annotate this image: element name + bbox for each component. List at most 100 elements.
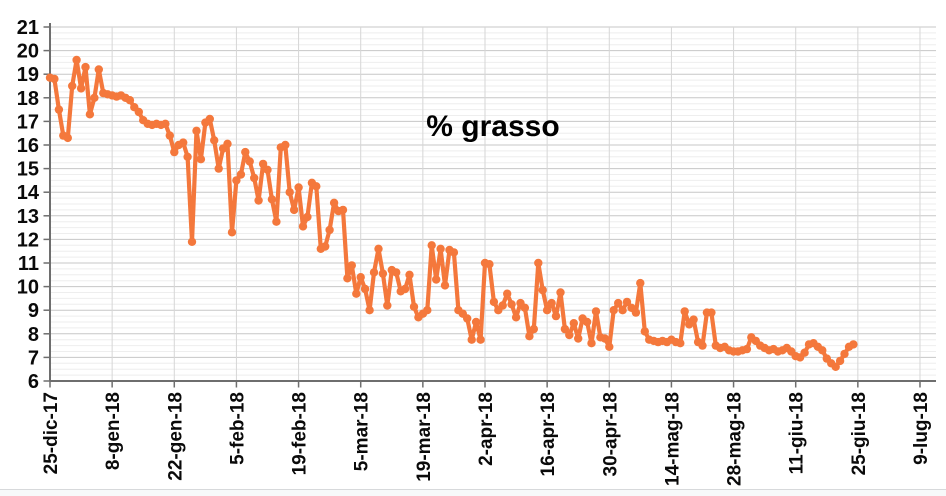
x-axis-label: 16-apr-18 [538, 392, 559, 477]
data-point [312, 182, 321, 191]
data-point [50, 74, 59, 84]
data-point [511, 313, 521, 322]
data-point [689, 315, 698, 324]
data-point [325, 225, 334, 235]
data-point [449, 248, 459, 257]
data-point [285, 188, 294, 197]
data-point [529, 324, 538, 334]
bottom-strip [0, 490, 946, 496]
y-axis-label: 6 [28, 371, 39, 393]
data-point [409, 302, 419, 311]
data-point [574, 334, 583, 343]
data-point [183, 152, 192, 161]
x-axis-label: 28-mag-18 [725, 392, 746, 486]
data-point [636, 278, 645, 288]
data-point [378, 269, 388, 278]
data-point [68, 81, 77, 91]
y-axis-label: 20 [17, 41, 39, 63]
y-axis-label: 10 [17, 277, 39, 299]
data-point [281, 140, 290, 150]
data-point [134, 107, 143, 117]
data-point [400, 284, 410, 294]
data-point [423, 306, 432, 315]
data-point [210, 136, 219, 145]
data-point [321, 242, 330, 251]
data-point [840, 349, 849, 359]
data-point [680, 307, 689, 316]
x-axis-label: 2-apr-18 [476, 392, 497, 466]
data-point [241, 147, 250, 157]
fat-percent-line [47, 57, 856, 369]
data-point [205, 114, 214, 124]
data-point [294, 183, 303, 192]
data-point [365, 306, 374, 315]
data-point [547, 298, 556, 308]
data-point [582, 317, 592, 327]
data-point [565, 330, 574, 340]
data-point [534, 258, 543, 268]
data-point [698, 341, 707, 350]
data-point [85, 110, 95, 119]
data-point [187, 237, 197, 246]
data-point [192, 126, 201, 135]
x-axis-label: 30-apr-18 [600, 392, 621, 477]
data-point [81, 62, 90, 72]
x-axis-label: 19-feb-18 [290, 392, 311, 475]
data-point [707, 308, 716, 317]
data-point [250, 173, 259, 183]
x-axis-label: 22-gen-18 [165, 392, 186, 481]
x-axis-label: 25-dic-17 [41, 392, 62, 474]
data-point [165, 131, 174, 140]
y-axis-label: 17 [17, 111, 39, 133]
x-axis-label: 5-mar-18 [352, 392, 373, 471]
data-point [818, 346, 827, 355]
data-point [835, 356, 845, 366]
data-point [196, 155, 206, 164]
y-axis-label: 13 [17, 206, 39, 228]
data-point [392, 268, 401, 277]
data-point [463, 314, 472, 323]
data-point [476, 335, 485, 344]
data-point [614, 298, 623, 308]
y-axis-label: 8 [28, 324, 39, 346]
y-axis-label: 12 [17, 229, 39, 251]
data-point [223, 139, 232, 148]
data-point [170, 147, 179, 157]
data-point [267, 195, 277, 204]
data-point [63, 133, 72, 143]
y-axis-label: 11 [18, 253, 39, 275]
data-point [622, 297, 632, 307]
data-point [72, 55, 81, 65]
data-point [471, 317, 481, 327]
data-point [258, 159, 268, 169]
data-point [538, 285, 547, 295]
data-point [125, 96, 135, 105]
data-point [831, 362, 840, 371]
data-point [54, 105, 64, 114]
x-axis-label: 19-mar-18 [414, 392, 435, 482]
data-point [383, 301, 392, 310]
data-point [272, 217, 281, 226]
data-point [609, 306, 618, 315]
data-point [356, 273, 365, 282]
data-point [343, 274, 352, 283]
data-point [232, 176, 241, 185]
data-point [618, 306, 627, 315]
y-axis-label: 15 [17, 159, 39, 181]
data-point [800, 348, 809, 357]
data-point [498, 301, 507, 310]
data-point [591, 307, 601, 316]
data-point [849, 340, 858, 349]
data-point [503, 289, 512, 298]
data-point [489, 297, 499, 307]
data-point [542, 306, 552, 315]
y-axis-label: 16 [17, 135, 39, 157]
data-point [436, 244, 445, 253]
data-point [560, 324, 570, 334]
x-axis-label: 8-gen-18 [103, 392, 124, 470]
data-point [405, 270, 414, 279]
data-point [587, 339, 596, 348]
data-point [179, 138, 188, 147]
y-axis-label: 18 [17, 88, 39, 110]
